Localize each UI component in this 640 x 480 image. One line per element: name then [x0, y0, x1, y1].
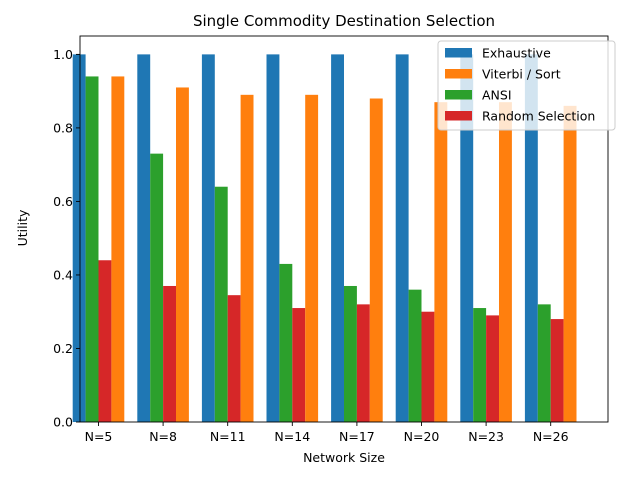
x-tick-label: N=14: [274, 429, 310, 444]
chart-title: Single Commodity Destination Selection: [193, 12, 495, 30]
bar-random-selection-n20: [421, 311, 435, 422]
bar-ansi-n14: [279, 263, 293, 422]
x-axis-title: Network Size: [303, 450, 385, 465]
bar-viterbi-sort-n23: [499, 102, 512, 423]
bar-exhaustive-n26: [524, 54, 538, 422]
y-tick-label: 0.2: [53, 341, 73, 356]
bar-ansi-n17: [344, 285, 357, 422]
legend: Exhaustive Viterbi / Sort ANSI Random Selec…: [437, 40, 616, 131]
bar-viterbi-sort-n8: [176, 87, 189, 422]
bar-random-selection-n8: [163, 285, 176, 422]
bar-exhaustive-n8: [137, 54, 151, 422]
bar-viterbi-sort-n11: [240, 94, 254, 422]
x-tick-label: N=20: [404, 429, 440, 444]
bar-exhaustive-n5: [72, 54, 86, 422]
y-tick-label: 0.0: [53, 415, 73, 430]
bar-exhaustive-n11: [201, 54, 215, 422]
x-tick-label: N=8: [149, 429, 177, 444]
x-tick-label: N=5: [85, 429, 113, 444]
bars-group: [72, 54, 577, 423]
bar-random-selection-n26: [550, 319, 564, 422]
x-tick-label: N=11: [210, 429, 246, 444]
bar-ansi-n5: [85, 76, 99, 422]
bar-ansi-n8: [150, 153, 164, 422]
legend-swatch: [445, 111, 472, 121]
bar-ansi-n23: [473, 308, 487, 422]
bar-exhaustive-n23: [460, 54, 474, 422]
bar-random-selection-n11: [227, 295, 241, 422]
y-axis-ticks: 0.0 0.2 0.4 0.6 0.8 1.0: [53, 47, 80, 430]
bar-viterbi-sort-n5: [111, 76, 125, 422]
bar-random-selection-n14: [292, 308, 306, 422]
legend-label: Viterbi / Sort: [482, 67, 561, 82]
legend-box: [437, 40, 616, 131]
x-tick-label: N=23: [468, 429, 504, 444]
bar-viterbi-sort-n14: [305, 94, 319, 422]
bar-viterbi-sort-n20: [434, 102, 448, 423]
y-tick-label: 0.4: [53, 267, 73, 282]
legend-label: Exhaustive: [482, 46, 551, 61]
bar-exhaustive-n14: [266, 54, 280, 422]
bar-random-selection-n17: [356, 304, 370, 422]
y-tick-label: 0.6: [53, 194, 73, 209]
x-axis-ticks: N=5 N=8 N=11 N=14 N=17 N=20 N=23 N=26: [85, 422, 569, 444]
y-axis-title: Utility: [15, 209, 30, 246]
bar-viterbi-sort-n17: [369, 98, 383, 422]
bar-viterbi-sort-n26: [563, 105, 577, 422]
legend-swatch: [445, 48, 472, 58]
bar-ansi-n26: [537, 304, 551, 422]
x-tick-label: N=17: [339, 429, 375, 444]
bar-ansi-n20: [408, 289, 422, 422]
bar-exhaustive-n20: [395, 54, 409, 422]
bar-exhaustive-n17: [331, 54, 344, 422]
bar-ansi-n11: [214, 186, 228, 422]
bar-random-selection-n23: [486, 315, 499, 422]
legend-label: ANSI: [482, 88, 512, 103]
legend-swatch: [445, 90, 472, 100]
legend-label: Random Selection: [482, 109, 595, 124]
y-tick-label: 1.0: [53, 47, 73, 62]
bar-random-selection-n5: [98, 260, 112, 422]
plot-frame: [79, 35, 609, 423]
y-tick-label: 0.8: [53, 120, 73, 135]
x-tick-label: N=26: [533, 429, 569, 444]
legend-swatch: [445, 69, 472, 79]
